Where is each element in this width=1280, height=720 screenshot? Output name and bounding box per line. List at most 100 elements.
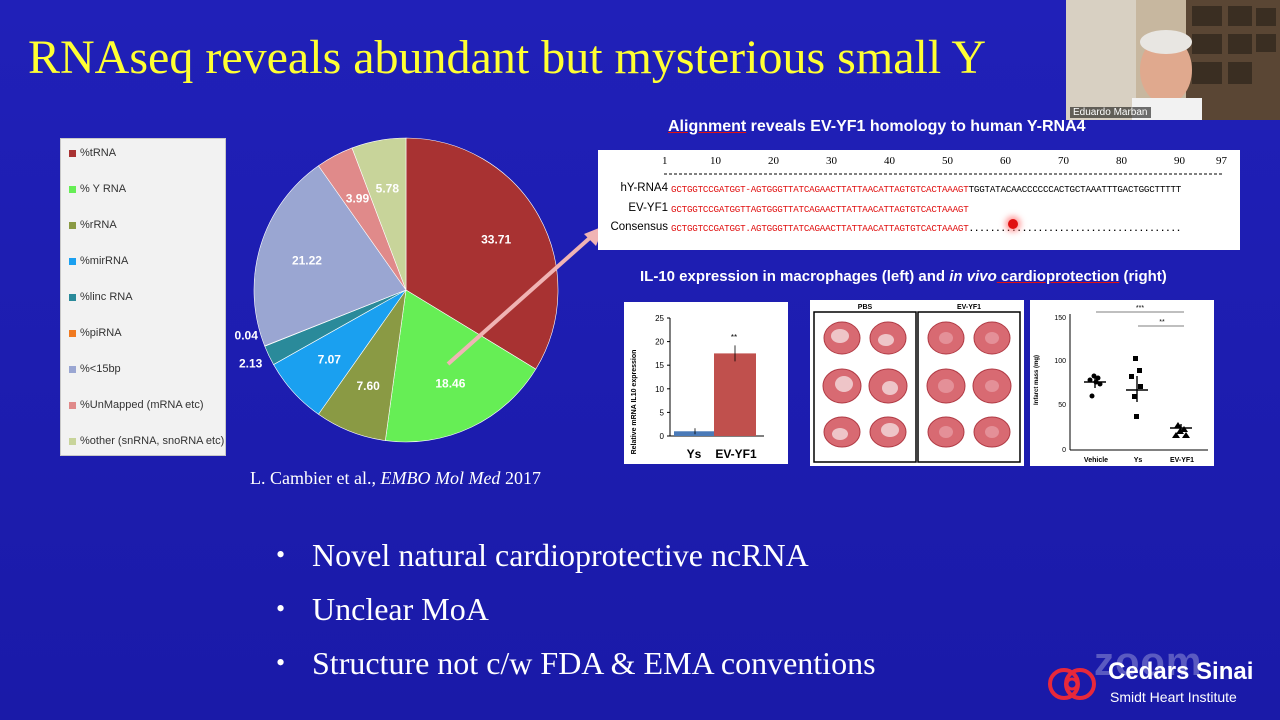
alignment-row-label: Consensus <box>610 221 668 233</box>
seq-tail: TGGTATACAACCCCCCACTGCTAAATTTGACTGGCTTTTT <box>968 184 1182 195</box>
seq-match: GCTGGTCCGATGGT.AGTGGGTTATCAGAACTTATTAACA… <box>671 223 969 234</box>
bar-rects <box>674 345 756 436</box>
scatter-ytick: 100 <box>1054 358 1066 365</box>
bar-rect <box>714 353 756 436</box>
speaker-video-tile[interactable]: Eduardo Marban <box>1066 0 1280 120</box>
ruler-tick: 90 <box>1174 155 1186 167</box>
org-name: Cedars Sinai <box>1108 658 1254 685</box>
alignment-title-rest: reveals EV-YF1 homology to human Y-RNA4 <box>746 118 1086 135</box>
legend-item-pirna: %piRNA <box>69 327 122 339</box>
bar-yticks: 25 20 15 10 5 0 <box>655 314 670 441</box>
scatter-category-vehicle: Vehicle <box>1084 457 1108 464</box>
bullet-text: Unclear MoA <box>312 590 489 627</box>
scatter-ytick: 50 <box>1058 402 1066 409</box>
legend-label: %<15bp <box>80 363 121 375</box>
ruler-tick: 80 <box>1116 155 1128 167</box>
ruler-tick: 50 <box>942 155 954 167</box>
citation-year: 2017 <box>500 468 541 488</box>
zoom-watermark: zoom <box>1094 640 1203 684</box>
bar-category-ys: Ys <box>687 447 702 461</box>
legend-swatch <box>69 329 76 337</box>
pie-data-label: 21.22 <box>292 253 322 267</box>
bullet-text: Novel natural cardioprotective ncRNA <box>312 536 809 573</box>
pie-legend: %tRNA % Y RNA %rRNA %mirRNA %linc RNA %p… <box>60 138 226 456</box>
alignment-row-hyrna4: GCTGGTCCGATGGT-AGTGGGTTATCAGAACTTATTAACA… <box>671 184 1181 195</box>
legend-swatch <box>69 437 76 445</box>
legend-item-lincrna: %linc RNA <box>69 291 133 303</box>
pie-data-label: 5.78 <box>376 181 400 195</box>
alignment-row-label: EV-YF1 <box>628 202 668 214</box>
bullet-text: Structure not c/w FDA & EMA conventions <box>312 644 876 681</box>
bar-significance: ** <box>731 333 737 342</box>
pie-slice <box>253 165 407 347</box>
il10-title-c: cardioprotection <box>996 268 1120 285</box>
legend-label: %linc RNA <box>80 291 133 303</box>
legend-item-unmapped: %UnMapped (mRNA etc) <box>69 399 204 411</box>
legend-swatch <box>69 293 76 301</box>
alignment-title: Alignment reveals EV-YF1 homology to hum… <box>668 118 1086 136</box>
legend-swatch <box>69 221 76 229</box>
ruler-tick: 30 <box>826 155 838 167</box>
pie-data-label: 7.07 <box>318 352 342 366</box>
bar-category-evyf1: EV-YF1 <box>715 447 757 461</box>
legend-label: %rRNA <box>80 219 117 231</box>
legend-swatch <box>69 149 76 157</box>
pointer-dot <box>1008 219 1018 229</box>
alignment-row-label: hY-RNA4 <box>620 182 668 194</box>
bullet-dot-icon: • <box>276 594 286 623</box>
ruler-tick: 60 <box>1000 155 1012 167</box>
speaker-name: Eduardo Marban <box>1070 107 1151 118</box>
ruler-tick: 1 <box>662 155 668 167</box>
hearts-panel: PBS EV-YF1 <box>810 300 1024 466</box>
citation-journal: EMBO Mol Med <box>380 468 501 488</box>
pie-data-label: 33.71 <box>481 232 511 246</box>
bar-ytick: 15 <box>655 361 664 370</box>
pie-data-label: 7.60 <box>356 379 380 393</box>
citation: L. Cambier et al., EMBO Mol Med 2017 <box>250 468 541 489</box>
scatter-ytick: 0 <box>1062 447 1066 454</box>
bullet-dot-icon: • <box>276 648 286 677</box>
legend-item-trna: %tRNA <box>69 147 116 159</box>
legend-label: %tRNA <box>80 147 117 159</box>
legend-label: % Y RNA <box>80 183 127 195</box>
bullet-list: • Novel natural cardioprotective ncRNA • U… <box>276 528 876 690</box>
il10-title: IL-10 expression in macrophages (left) a… <box>640 268 1167 285</box>
legend-item-rrna: %rRNA <box>69 219 117 231</box>
pie-data-label: 18.46 <box>435 376 465 390</box>
pie-data-label: 3.99 <box>346 192 370 206</box>
bar-ytick: 10 <box>655 385 664 394</box>
bar-ytick: 5 <box>660 408 665 417</box>
il10-bar-chart: Relative mRNA IL10 expression 25 20 15 10 5 0… <box>631 314 764 461</box>
cedars-logo-icon <box>1048 668 1096 700</box>
ruler-tick: 10 <box>710 155 722 167</box>
legend-swatch <box>69 401 76 409</box>
bar-ytick: 20 <box>655 338 664 347</box>
pie-slice <box>405 137 559 370</box>
bar-ylabel: Relative mRNA IL10 expression <box>631 350 638 455</box>
il10-title-a: IL-10 expression in macrophages (left) a… <box>640 268 950 285</box>
infarct-scatter-panel: Infarct mass (mg) 150 100 50 0 *** ** Ve… <box>1030 300 1214 466</box>
bullet-item: • Unclear MoA <box>276 582 876 636</box>
scatter-sig-top: *** <box>1136 305 1144 312</box>
bullet-item: • Structure not c/w FDA & EMA conventions <box>276 636 876 690</box>
hearts-image: PBS EV-YF1 <box>813 304 1021 463</box>
pie-slice <box>351 137 407 291</box>
pie-data-label: 0.04 <box>235 328 259 342</box>
cedars-sinai-logo: Cedars Sinai Smidt Heart Institute <box>1044 656 1280 712</box>
alignment-ruler: 1 10 20 30 40 50 60 70 80 90 97 <box>662 155 1228 175</box>
alignment-panel <box>598 150 1240 250</box>
legend-item-yrna: % Y RNA <box>69 183 126 195</box>
scatter-sig-bottom: ** <box>1159 319 1165 326</box>
scatter-ytick: 150 <box>1054 315 1066 322</box>
citation-authors: L. Cambier et al., <box>250 468 381 488</box>
ruler-tick: 70 <box>1058 155 1070 167</box>
bullet-item: • Novel natural cardioprotective ncRNA <box>276 528 876 582</box>
ruler-tick: 20 <box>768 155 780 167</box>
alignment-row-consensus: GCTGGTCCGATGGT.AGTGGGTTATCAGAACTTATTAACA… <box>671 223 1181 234</box>
hearts-label-evyf1: EV-YF1 <box>957 304 981 311</box>
il10-bar-panel <box>624 302 788 464</box>
hearts-label-pbs: PBS <box>858 304 873 311</box>
legend-label: %UnMapped (mRNA etc) <box>80 399 204 411</box>
scatter-ylabel: Infarct mass (mg) <box>1034 355 1040 405</box>
